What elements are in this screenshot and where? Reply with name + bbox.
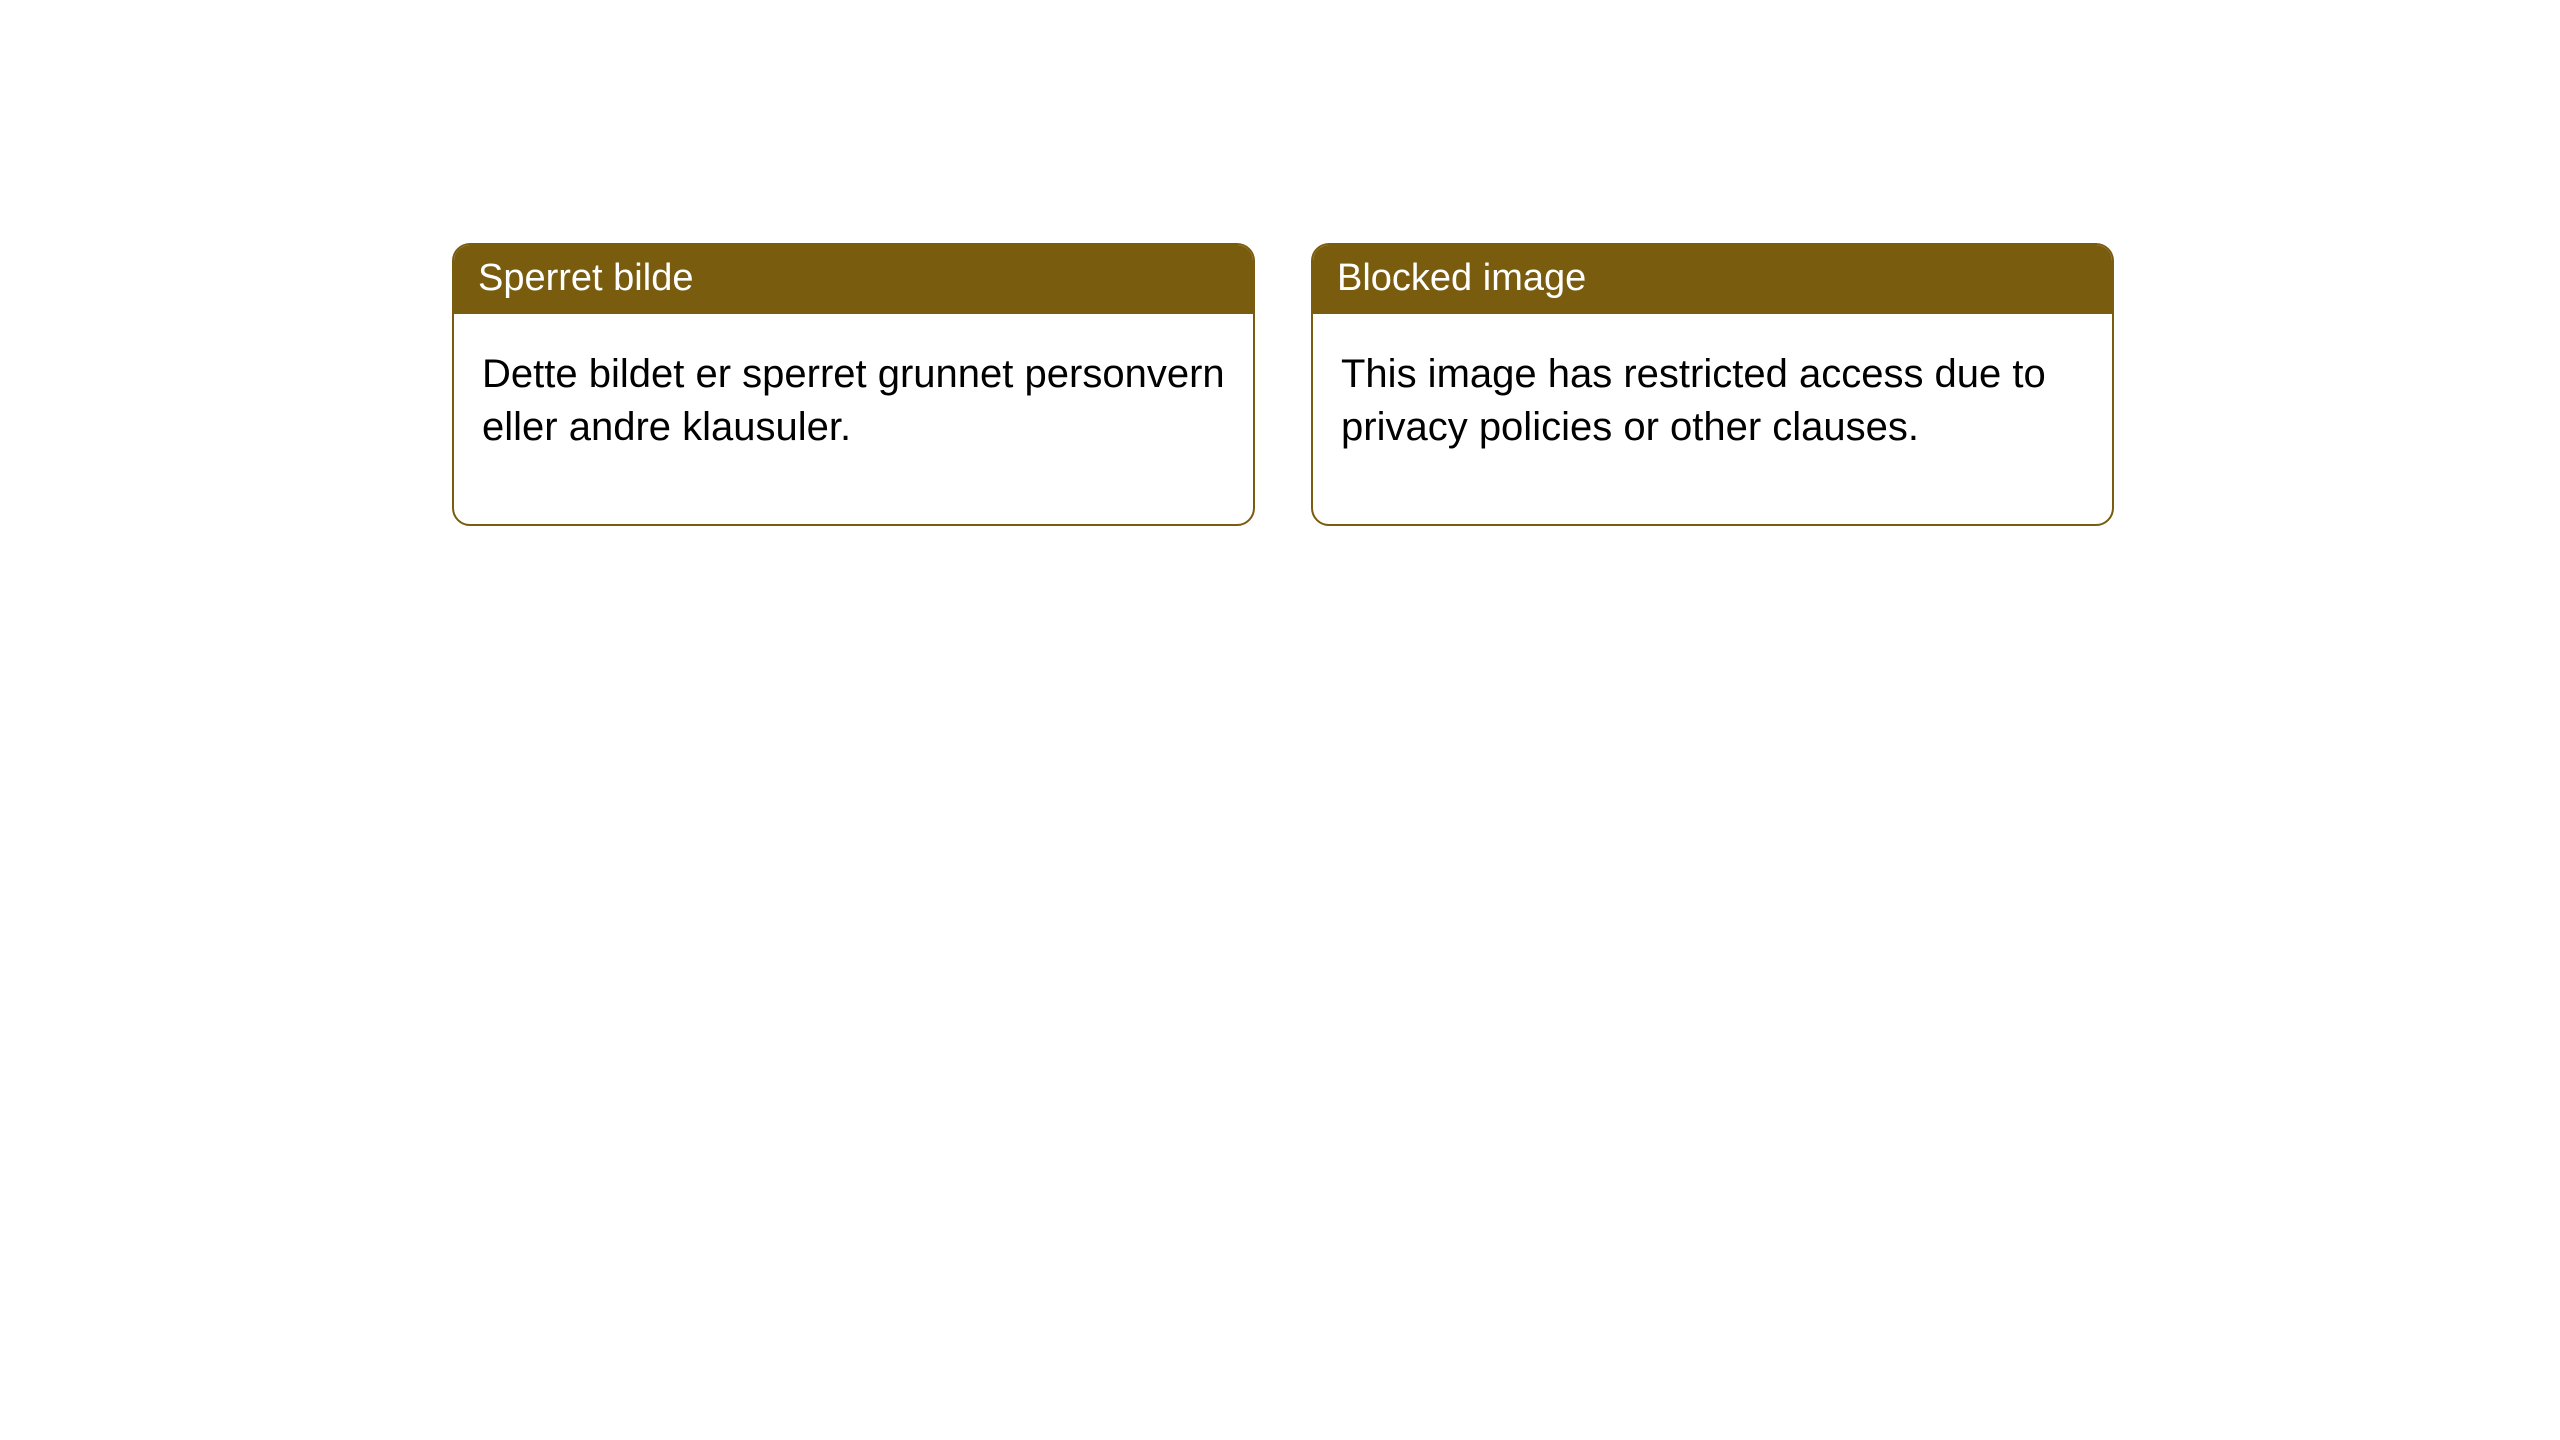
notice-card-norwegian: Sperret bilde Dette bildet er sperret gr… (452, 243, 1255, 526)
notice-card-english: Blocked image This image has restricted … (1311, 243, 2114, 526)
notice-card-body-english: This image has restricted access due to … (1313, 314, 2112, 524)
notice-card-title-norwegian: Sperret bilde (454, 245, 1253, 314)
notice-cards-container: Sperret bilde Dette bildet er sperret gr… (0, 0, 2560, 526)
notice-card-body-norwegian: Dette bildet er sperret grunnet personve… (454, 314, 1253, 524)
notice-card-title-english: Blocked image (1313, 245, 2112, 314)
